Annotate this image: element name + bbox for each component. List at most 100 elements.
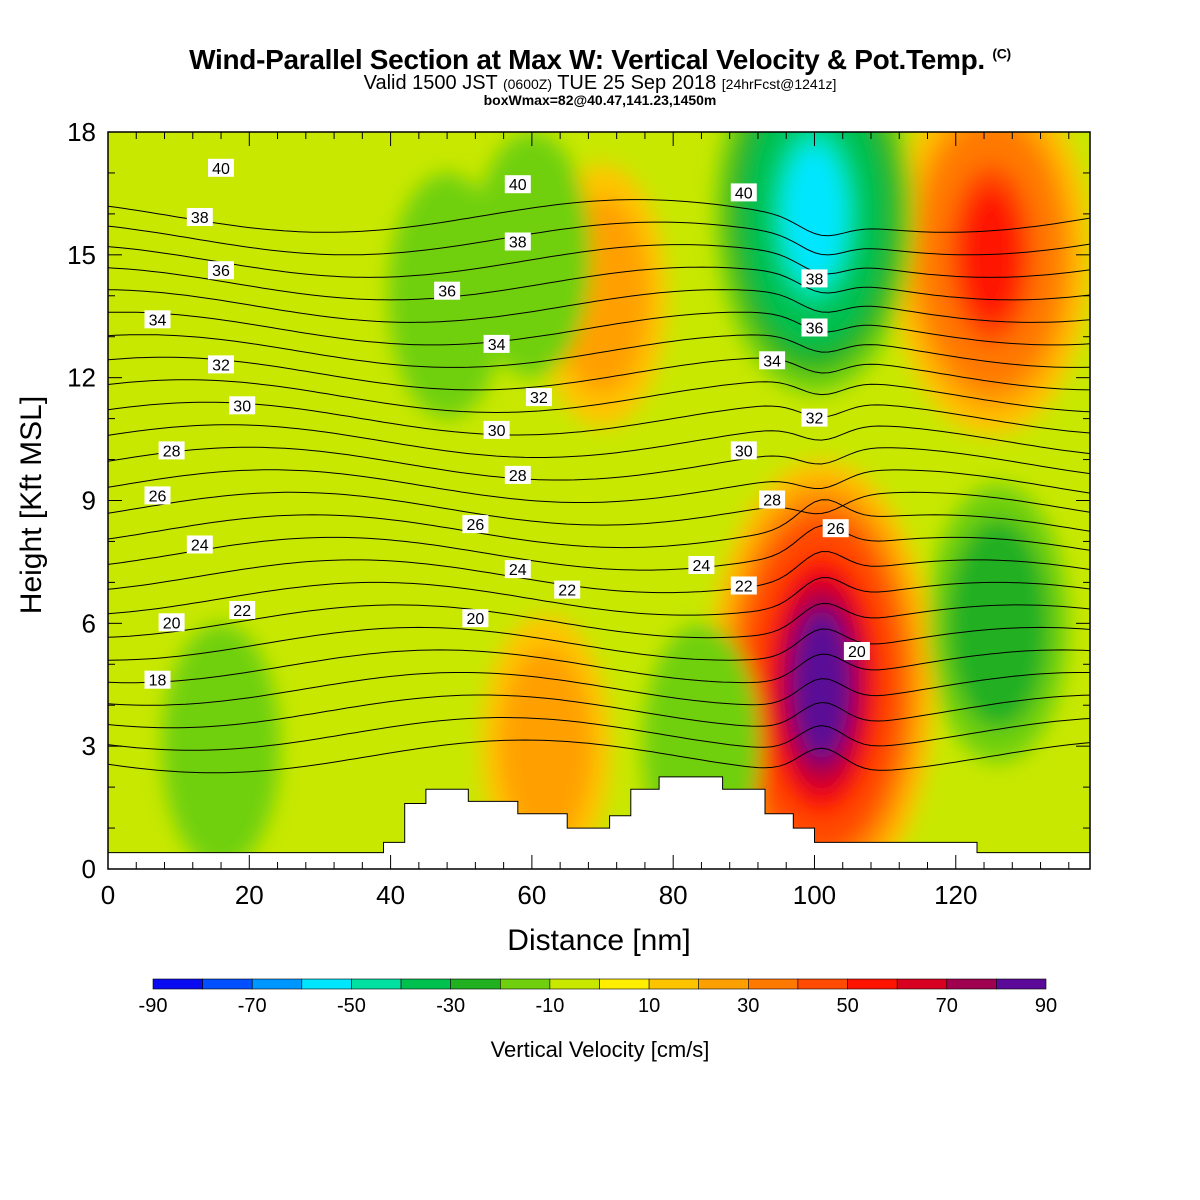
isentrope-label-text: 26 [827,521,845,538]
plot-area: 40 38 36 34 32 30 28 26 24 22 20 18 40 38 36 34 32 30 28 26… [108,132,1090,869]
colorbar-swatch [152,978,203,990]
colorbar-tick-label: -30 [436,995,465,1017]
colorbar-swatch [549,978,600,990]
colorbar-swatch [747,978,799,990]
isentrope-38 [108,266,1090,301]
isentrope-label-text: 38 [806,271,824,288]
isentrope-label-text: 26 [467,517,485,534]
isentrope-label-9: 22 [229,601,256,620]
isentrope-label-text: 36 [806,321,824,338]
isentrope-label-text: 24 [693,558,711,575]
colorbar-swatch [251,978,303,990]
isentrope-31 [108,424,1090,458]
isentrope-label-text: 28 [763,493,781,510]
isentrope-label-32: 22 [730,576,757,596]
isentrope-19 [108,694,1090,729]
chart-title: Wind-Parallel Section at Max W: Vertical… [189,44,1011,75]
isentrope-label-text: 22 [735,579,753,596]
x-tick-label: 120 [934,880,977,910]
isentrope-label-4: 32 [208,355,234,374]
isentrope-17 [108,739,1090,774]
isentrope-lines [108,199,1090,774]
colorbar-swatch [996,978,1047,990]
isentrope-label-text: 26 [149,488,167,505]
isentrope-30 [108,446,1090,481]
isentrope-label-26: 34 [759,351,786,370]
isentrope-37 [108,289,1090,323]
colorbar-swatch [896,978,948,990]
isentrope-label-text: 40 [509,177,527,194]
isentrope-27 [108,499,1090,549]
isentrope-label-text: 32 [212,357,230,374]
velocity-blob-3-2 [517,680,575,812]
isentrope-28 [108,491,1090,526]
y-tick-label: 12 [67,363,96,393]
isentrope-label-20: 24 [504,560,531,579]
isentrope-20 [108,672,1090,706]
y-tick-label: 9 [82,486,96,516]
isentrope-29 [108,469,1090,503]
velocity-blob-0-8 [793,609,850,760]
terrain [108,776,1090,869]
isentrope-label-text: 38 [191,210,209,227]
isentrope-label-text: 38 [509,235,527,252]
x-axis: 0 20 40 60 80 100 120 [101,132,1070,910]
isentrope-label-13: 38 [504,232,531,252]
x-tick-label: 40 [376,880,405,910]
colorbar-tick-label: -90 [139,995,168,1017]
colorbar-tick-label: -10 [535,995,564,1017]
isentrope-label-16: 32 [525,388,552,407]
isentrope-label-25: 36 [801,318,828,338]
colorbar-swatch [797,978,848,990]
isentrope-label-12: 40 [504,175,531,194]
isentrope-label-text: 20 [163,615,181,632]
isentrope-label-text: 34 [488,337,506,354]
isentrope-label-text: 32 [530,390,548,407]
colorbar-tick-label: -50 [337,995,366,1017]
isentrope-label-23: 40 [730,183,757,202]
isentrope-label-6: 28 [158,441,185,460]
y-tick-label: 15 [67,240,96,270]
isentrope-label-31: 24 [688,556,715,575]
isentrope-22 [108,626,1090,661]
isentrope-label-text: 20 [467,611,485,628]
chart-subtitle: Valid 1500 JST (0600Z) TUE 25 Sep 2018 [… [363,72,837,94]
colorbar-swatch [499,978,551,990]
colorbar-title: Vertical Velocity [cm/s] [491,1037,710,1062]
isentrope-41 [108,199,1090,237]
isentrope-label-text: 20 [848,644,866,661]
isentrope-label-text: 30 [735,443,753,460]
isentrope-label-30: 26 [822,519,849,538]
colorbar-tick-label: 70 [936,995,958,1017]
colorbar-tick-label: 90 [1035,995,1057,1017]
colorbar-tick-label: 50 [836,995,858,1017]
isentrope-label-22: 20 [462,609,489,628]
y-tick-label: 0 [82,854,96,884]
velocity-blob-4-5 [785,146,844,282]
isentrope-label-24: 38 [801,269,828,288]
x-tick-label: 20 [235,880,264,910]
isentrope-33 [108,379,1090,414]
colorbar-swatch [698,978,749,990]
isentrope-label-2: 36 [208,261,234,280]
colorbar-swatch [648,978,699,990]
colorbar-swatch [301,978,352,990]
isentrope-label-18: 28 [504,465,531,485]
isentrope-label-text: 24 [191,538,209,555]
isentrope-label-text: 30 [233,398,251,415]
copyright-mark: (C) [992,45,1011,62]
isentrope-label-28: 30 [730,441,757,460]
isentrope-23 [108,602,1090,639]
velocity-blob-6-1 [497,178,566,332]
x-tick-label: 100 [793,880,836,910]
x-axis-title: Distance [nm] [507,924,690,957]
isentrope-32 [108,401,1090,436]
y-tick-label: 6 [82,608,96,638]
colorbar-swatch [847,978,898,990]
isentrope-label-text: 34 [149,312,167,329]
isentrope-label-1: 38 [186,208,213,227]
isentrope-label-21: 22 [554,580,581,600]
isentrope-label-text: 36 [438,284,456,301]
